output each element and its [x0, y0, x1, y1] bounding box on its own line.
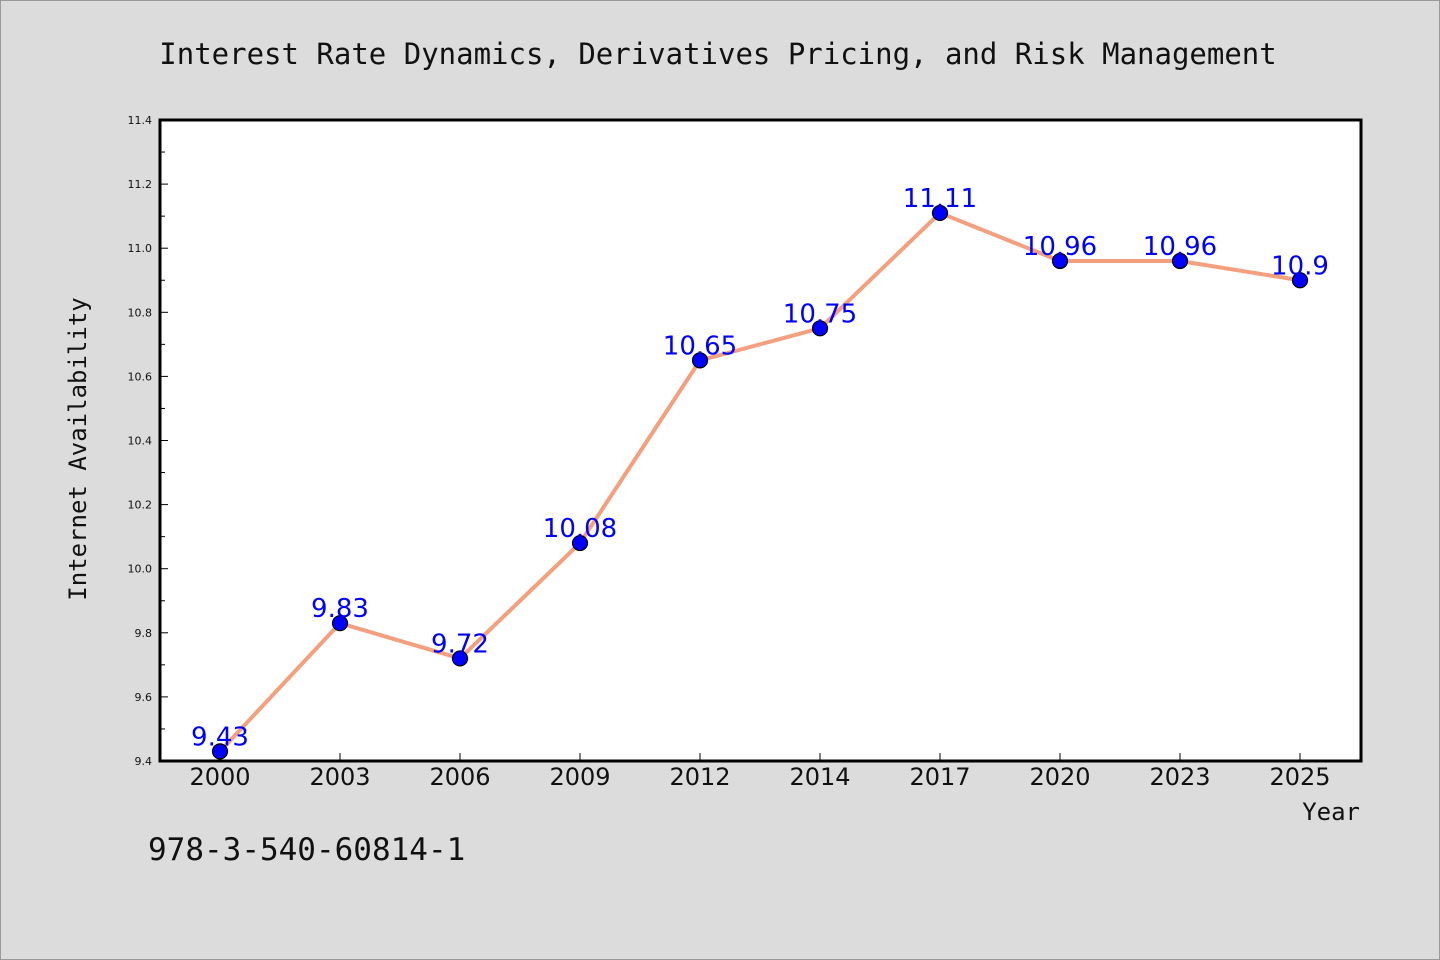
x-tick-label: 2009: [549, 763, 610, 791]
data-point: [331, 615, 349, 632]
y-tick-label: 10.2: [128, 499, 153, 512]
x-tick-label: 2006: [429, 763, 490, 791]
y-axis: 9.4 9.6 9.8 10.0 10.2 10.4 10.6 10.8 11.0 11.2 11.…: [128, 114, 168, 768]
y-tick-label: 10.6: [128, 370, 153, 383]
y-tick-label: 10.0: [128, 563, 153, 576]
data-label: 10.9: [1271, 251, 1329, 281]
y-tick-label: 11.0: [128, 242, 153, 255]
data-label: 9.43: [191, 722, 249, 752]
data-point: [571, 534, 589, 552]
data-label: 10.75: [783, 299, 857, 329]
series-line: [218, 210, 1302, 754]
x-tick-label: 2023: [1149, 763, 1210, 791]
data-point: [1291, 272, 1309, 289]
data-point: [691, 352, 709, 369]
data-label: 11.11: [903, 184, 977, 214]
y-tick-label: 11.4: [128, 114, 153, 127]
chart-title: Interest Rate Dynamics, Derivatives Pric…: [159, 37, 1276, 71]
isbn-caption: 978-3-540-60814-1: [148, 832, 466, 868]
x-tick-label: 2020: [1029, 763, 1090, 791]
y-tick-label: 10.4: [128, 435, 153, 448]
data-point: [811, 320, 829, 337]
data-label: 10.08: [543, 514, 617, 544]
x-axis: 2000 2003 2006 2009 2012 2014 2017 2020 2023 2025: [189, 753, 1331, 791]
data-point: [1171, 252, 1189, 270]
data-point: [931, 204, 949, 222]
data-point: [451, 650, 469, 667]
x-tick-label: 2017: [909, 763, 970, 791]
data-label: 10.96: [1143, 232, 1217, 262]
x-tick-label: 2025: [1269, 763, 1330, 791]
y-axis-label: Internet Availability: [64, 297, 92, 600]
data-points: [211, 204, 1309, 760]
series-polyline: [218, 210, 1302, 754]
x-tick-label: 2000: [189, 763, 250, 791]
y-tick-label: 9.8: [135, 627, 153, 640]
x-tick-label: 2014: [789, 763, 850, 791]
y-tick-label: 10.8: [128, 306, 153, 319]
data-labels: 9.43 9.83 9.72 10.08 10.65 10.75 11.11 10.96 10.…: [191, 184, 1329, 752]
data-label: 9.83: [311, 594, 369, 624]
y-tick-label: 11.2: [128, 178, 153, 191]
plot-area: [158, 118, 1363, 763]
data-point: [1051, 252, 1069, 270]
x-axis-label: Year: [1302, 798, 1360, 826]
data-label: 10.96: [1023, 232, 1097, 262]
data-label: 9.72: [431, 629, 489, 659]
data-label: 10.65: [663, 331, 737, 361]
data-point: [211, 743, 229, 760]
x-tick-label: 2012: [669, 763, 730, 791]
y-tick-label: 9.4: [135, 755, 153, 768]
y-tick-label: 9.6: [135, 691, 153, 704]
x-tick-label: 2003: [309, 763, 370, 791]
